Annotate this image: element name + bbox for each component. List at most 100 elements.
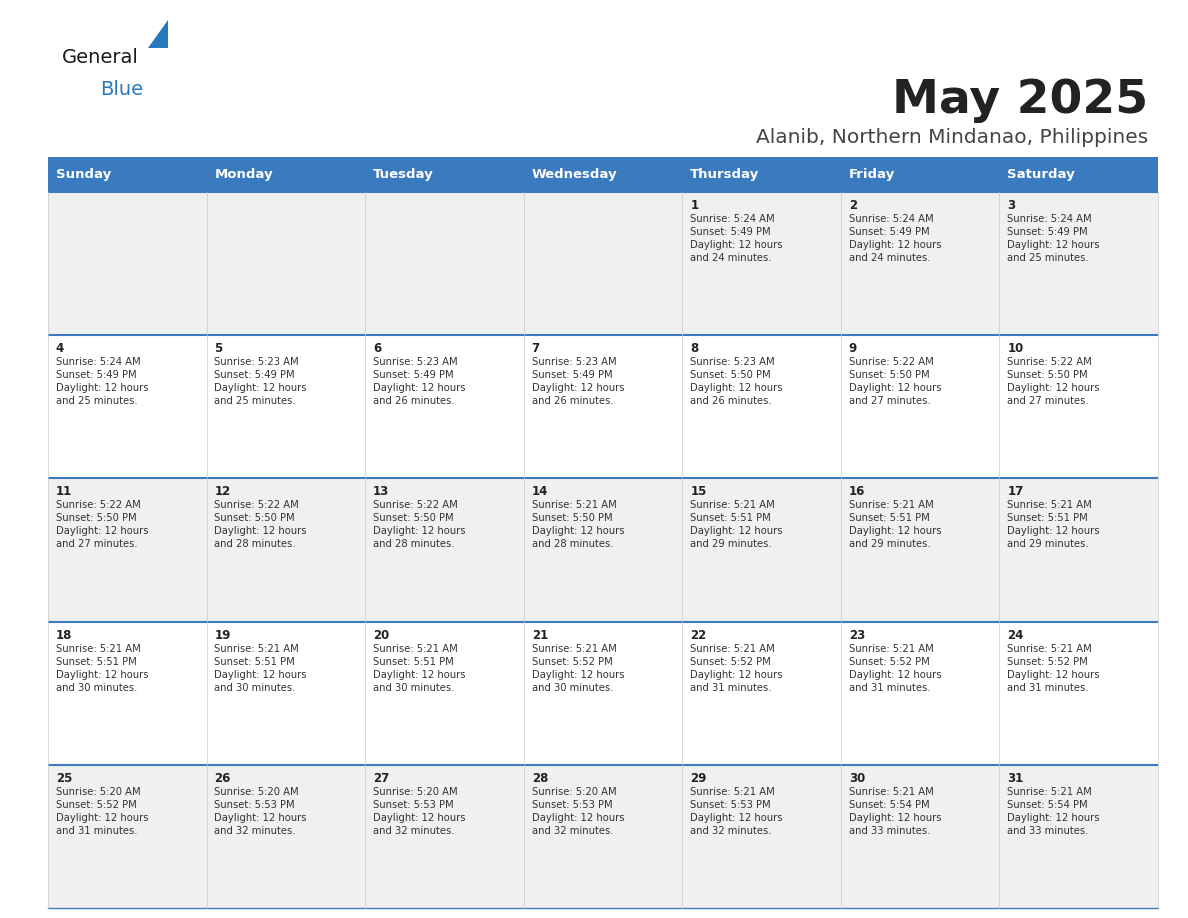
Text: Sunset: 5:54 PM: Sunset: 5:54 PM (848, 800, 929, 810)
Bar (48, 478, 1158, 621)
Text: Sunset: 5:51 PM: Sunset: 5:51 PM (373, 656, 454, 666)
Text: Monday: Monday (215, 168, 273, 181)
Text: Daylight: 12 hours: Daylight: 12 hours (690, 240, 783, 250)
Text: Sunset: 5:50 PM: Sunset: 5:50 PM (1007, 370, 1088, 380)
Text: 25: 25 (56, 772, 72, 785)
Text: 5: 5 (215, 342, 223, 355)
Text: and 32 minutes.: and 32 minutes. (690, 826, 772, 835)
Text: Sunrise: 5:24 AM: Sunrise: 5:24 AM (690, 214, 775, 224)
Text: Saturday: Saturday (1007, 168, 1075, 181)
Text: Sunset: 5:53 PM: Sunset: 5:53 PM (215, 800, 295, 810)
Text: Daylight: 12 hours: Daylight: 12 hours (1007, 669, 1100, 679)
Text: and 26 minutes.: and 26 minutes. (373, 397, 455, 406)
Text: General: General (62, 48, 139, 67)
Text: Alanib, Northern Mindanao, Philippines: Alanib, Northern Mindanao, Philippines (756, 128, 1148, 147)
Text: Sunset: 5:51 PM: Sunset: 5:51 PM (215, 656, 296, 666)
Text: Sunset: 5:52 PM: Sunset: 5:52 PM (56, 800, 137, 810)
Text: Daylight: 12 hours: Daylight: 12 hours (56, 669, 148, 679)
Text: 13: 13 (373, 486, 390, 498)
Text: 4: 4 (56, 342, 64, 355)
Text: and 33 minutes.: and 33 minutes. (1007, 826, 1088, 835)
Text: and 27 minutes.: and 27 minutes. (848, 397, 930, 406)
Text: Daylight: 12 hours: Daylight: 12 hours (690, 812, 783, 823)
Bar (48, 192, 1158, 335)
Text: and 31 minutes.: and 31 minutes. (56, 826, 138, 835)
Text: and 25 minutes.: and 25 minutes. (56, 397, 138, 406)
Text: Sunrise: 5:21 AM: Sunrise: 5:21 AM (532, 500, 617, 510)
Text: Sunset: 5:49 PM: Sunset: 5:49 PM (373, 370, 454, 380)
Text: Daylight: 12 hours: Daylight: 12 hours (1007, 812, 1100, 823)
Text: and 24 minutes.: and 24 minutes. (690, 253, 772, 263)
Text: 8: 8 (690, 342, 699, 355)
Text: Daylight: 12 hours: Daylight: 12 hours (56, 526, 148, 536)
Text: and 30 minutes.: and 30 minutes. (532, 683, 613, 692)
Text: 6: 6 (373, 342, 381, 355)
Text: Daylight: 12 hours: Daylight: 12 hours (532, 383, 624, 393)
Text: Sunset: 5:50 PM: Sunset: 5:50 PM (56, 513, 137, 523)
Text: Sunrise: 5:21 AM: Sunrise: 5:21 AM (690, 644, 775, 654)
Bar (48, 157, 207, 192)
Text: Sunset: 5:52 PM: Sunset: 5:52 PM (690, 656, 771, 666)
Text: Sunrise: 5:21 AM: Sunrise: 5:21 AM (848, 644, 934, 654)
Text: Sunrise: 5:21 AM: Sunrise: 5:21 AM (532, 644, 617, 654)
Text: Sunset: 5:51 PM: Sunset: 5:51 PM (56, 656, 137, 666)
Text: and 25 minutes.: and 25 minutes. (1007, 253, 1089, 263)
Text: 12: 12 (215, 486, 230, 498)
Text: Sunset: 5:50 PM: Sunset: 5:50 PM (215, 513, 295, 523)
Text: Sunset: 5:51 PM: Sunset: 5:51 PM (1007, 513, 1088, 523)
Text: Daylight: 12 hours: Daylight: 12 hours (215, 812, 307, 823)
Text: and 32 minutes.: and 32 minutes. (373, 826, 455, 835)
Text: Sunrise: 5:24 AM: Sunrise: 5:24 AM (1007, 214, 1092, 224)
Text: 7: 7 (532, 342, 539, 355)
Text: Sunset: 5:50 PM: Sunset: 5:50 PM (532, 513, 612, 523)
Text: and 31 minutes.: and 31 minutes. (690, 683, 772, 692)
Text: Sunset: 5:54 PM: Sunset: 5:54 PM (1007, 800, 1088, 810)
Text: Sunset: 5:49 PM: Sunset: 5:49 PM (690, 227, 771, 237)
Text: Daylight: 12 hours: Daylight: 12 hours (848, 383, 941, 393)
Text: 26: 26 (215, 772, 230, 785)
Text: Daylight: 12 hours: Daylight: 12 hours (56, 383, 148, 393)
Text: Daylight: 12 hours: Daylight: 12 hours (690, 383, 783, 393)
Text: 22: 22 (690, 629, 707, 642)
Text: Sunrise: 5:21 AM: Sunrise: 5:21 AM (215, 644, 299, 654)
Text: 1: 1 (690, 199, 699, 212)
Text: Sunrise: 5:21 AM: Sunrise: 5:21 AM (690, 500, 775, 510)
Text: Daylight: 12 hours: Daylight: 12 hours (215, 526, 307, 536)
Text: Sunrise: 5:21 AM: Sunrise: 5:21 AM (690, 787, 775, 797)
Bar (207, 157, 365, 192)
Text: and 31 minutes.: and 31 minutes. (1007, 683, 1089, 692)
Text: 3: 3 (1007, 199, 1016, 212)
Text: Daylight: 12 hours: Daylight: 12 hours (373, 383, 466, 393)
Text: Sunset: 5:49 PM: Sunset: 5:49 PM (848, 227, 929, 237)
Text: 23: 23 (848, 629, 865, 642)
Text: and 30 minutes.: and 30 minutes. (373, 683, 455, 692)
Text: Sunset: 5:49 PM: Sunset: 5:49 PM (1007, 227, 1088, 237)
Text: Daylight: 12 hours: Daylight: 12 hours (56, 812, 148, 823)
Text: and 26 minutes.: and 26 minutes. (532, 397, 613, 406)
Text: Sunset: 5:50 PM: Sunset: 5:50 PM (690, 370, 771, 380)
Text: Daylight: 12 hours: Daylight: 12 hours (1007, 240, 1100, 250)
Text: and 30 minutes.: and 30 minutes. (215, 683, 296, 692)
Text: and 27 minutes.: and 27 minutes. (1007, 397, 1089, 406)
Bar (365, 157, 524, 192)
Text: Sunset: 5:49 PM: Sunset: 5:49 PM (532, 370, 612, 380)
Text: Daylight: 12 hours: Daylight: 12 hours (532, 812, 624, 823)
Text: Daylight: 12 hours: Daylight: 12 hours (690, 669, 783, 679)
Text: Sunset: 5:49 PM: Sunset: 5:49 PM (215, 370, 295, 380)
Text: 16: 16 (848, 486, 865, 498)
Text: Sunrise: 5:21 AM: Sunrise: 5:21 AM (373, 644, 457, 654)
Text: 20: 20 (373, 629, 390, 642)
Text: Sunrise: 5:20 AM: Sunrise: 5:20 AM (532, 787, 617, 797)
Text: Daylight: 12 hours: Daylight: 12 hours (373, 526, 466, 536)
Text: Sunrise: 5:22 AM: Sunrise: 5:22 AM (848, 357, 934, 367)
Text: Thursday: Thursday (690, 168, 759, 181)
Bar (48, 621, 1158, 765)
Text: Sunset: 5:53 PM: Sunset: 5:53 PM (532, 800, 612, 810)
Text: 10: 10 (1007, 342, 1024, 355)
Text: 30: 30 (848, 772, 865, 785)
Text: 18: 18 (56, 629, 72, 642)
Text: Daylight: 12 hours: Daylight: 12 hours (848, 240, 941, 250)
Text: and 29 minutes.: and 29 minutes. (690, 540, 772, 549)
Bar (682, 157, 841, 192)
Text: Daylight: 12 hours: Daylight: 12 hours (848, 526, 941, 536)
